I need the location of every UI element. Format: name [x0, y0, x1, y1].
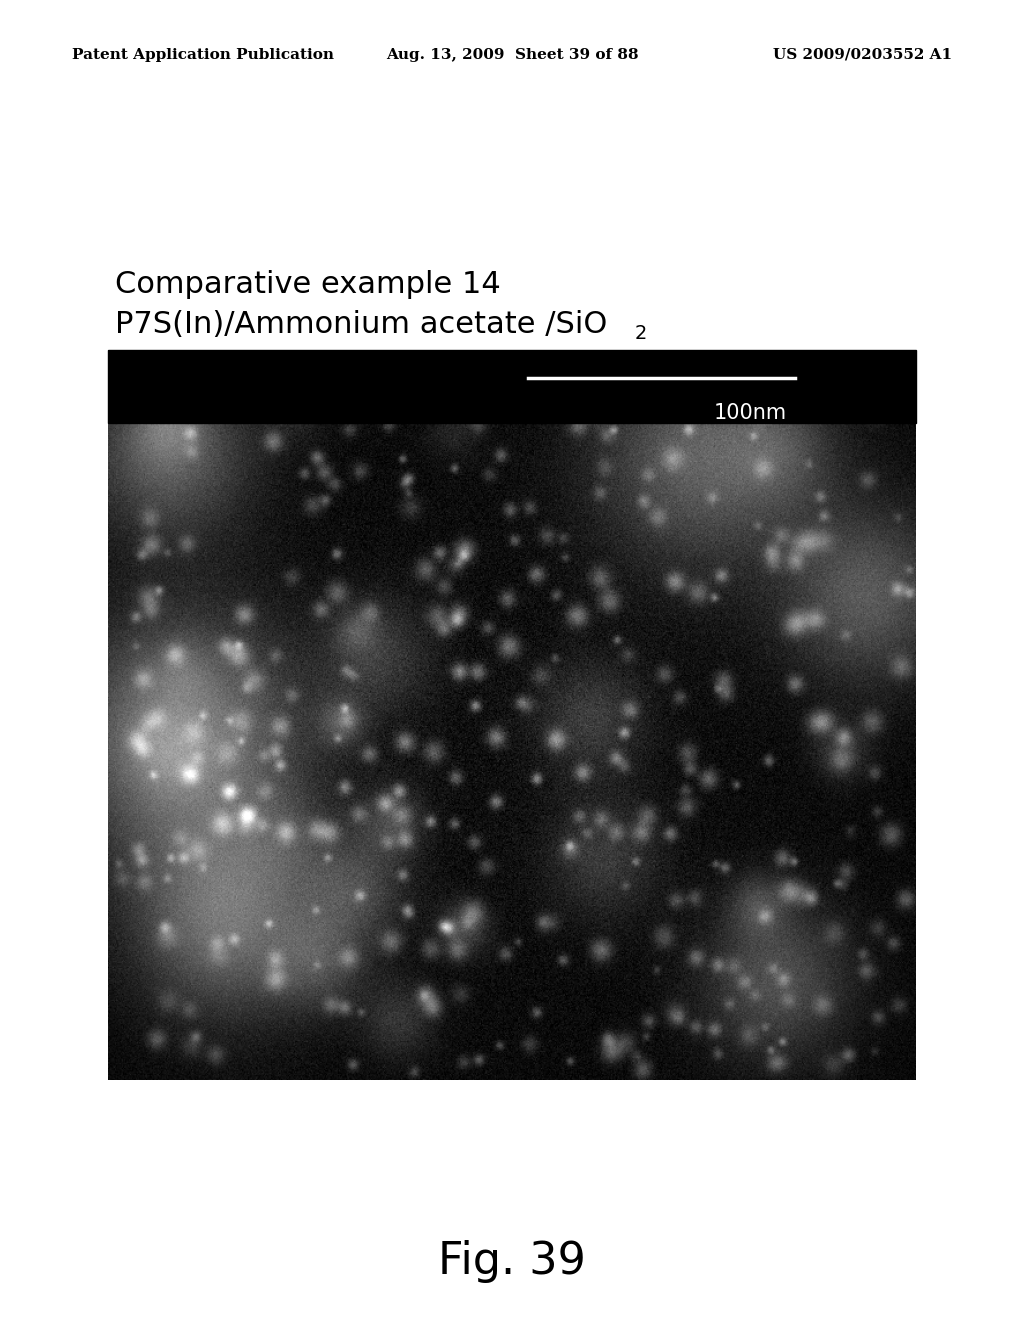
Text: P7S(In)/Ammonium acetate /SiO: P7S(In)/Ammonium acetate /SiO — [115, 310, 607, 339]
Text: Patent Application Publication: Patent Application Publication — [72, 48, 334, 62]
Bar — [108, 350, 916, 422]
Text: 100nm: 100nm — [714, 403, 786, 422]
Text: Fig. 39: Fig. 39 — [438, 1239, 586, 1283]
Text: 2: 2 — [635, 323, 647, 343]
Text: Comparative example 14: Comparative example 14 — [115, 271, 501, 300]
Text: US 2009/0203552 A1: US 2009/0203552 A1 — [773, 48, 952, 62]
Text: Aug. 13, 2009  Sheet 39 of 88: Aug. 13, 2009 Sheet 39 of 88 — [386, 48, 638, 62]
